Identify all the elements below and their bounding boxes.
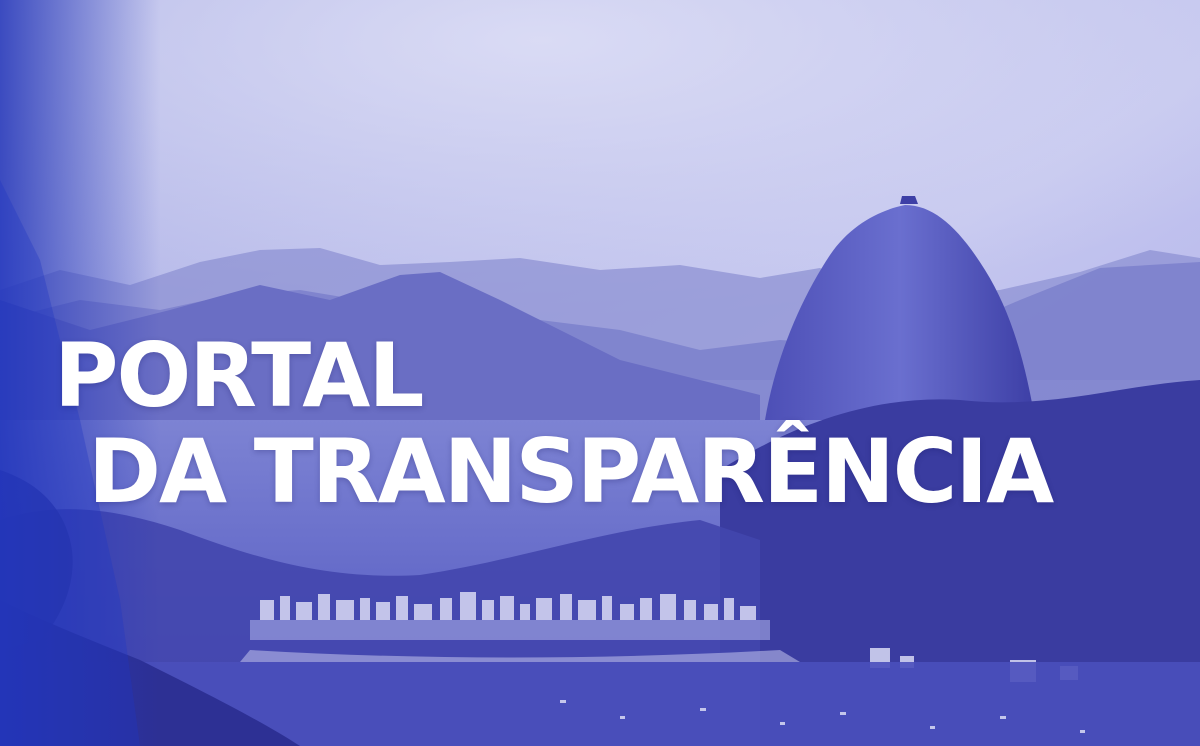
page-title: PORTAL DA TRANSPARÊNCIA — [48, 324, 1054, 523]
title-line-2: DA TRANSPARÊNCIA — [88, 420, 1054, 523]
title-line-1: PORTAL — [54, 324, 425, 427]
